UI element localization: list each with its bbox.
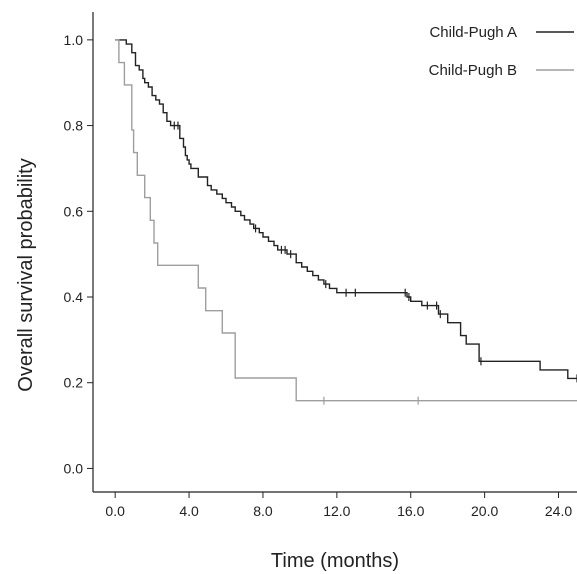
x-tick-label: 0.0 [105, 503, 125, 519]
series-lines [115, 39, 577, 402]
x-tick-label: 20.0 [471, 503, 498, 519]
y-tick-label: 0.8 [64, 118, 84, 134]
y-tick-label: 0.2 [64, 375, 84, 391]
x-tick-label: 16.0 [397, 503, 424, 519]
x-axis-title: Time (months) [271, 550, 399, 572]
x-tick-label: 4.0 [179, 503, 199, 519]
series-line-1 [115, 39, 577, 380]
axes [92, 12, 577, 493]
y-axis-title: Overall survival probability [15, 158, 37, 391]
x-ticks: 0.0 4.0 8.0 12.0 16.0 20.0 24.0 [105, 492, 572, 519]
legend-label: Child-Pugh B [429, 62, 517, 79]
series-line-2 [115, 39, 577, 402]
x-tick-label: 8.0 [253, 503, 273, 519]
legend-label: Child-Pugh A [429, 24, 517, 41]
y-tick-label: 0.6 [64, 203, 84, 219]
censor-marks [173, 121, 577, 405]
y-ticks: 0.0 0.2 0.4 0.6 0.8 1.0 [64, 32, 93, 476]
y-tick-label: 1.0 [64, 32, 84, 48]
x-tick-label: 24.0 [545, 503, 572, 519]
y-tick-label: 0.0 [64, 460, 84, 476]
legend: Child-Pugh A Child-Pugh B [429, 24, 574, 79]
x-tick-label: 12.0 [323, 503, 350, 519]
y-tick-label: 0.4 [64, 289, 84, 305]
